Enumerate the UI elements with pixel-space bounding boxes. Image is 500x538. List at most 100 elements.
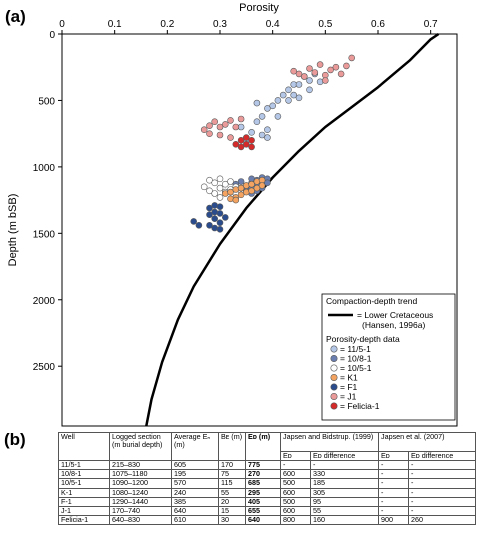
cell-ed: 295 xyxy=(245,487,281,498)
series-0 xyxy=(237,70,324,144)
table-row: 10/5-1 1090–1200 570 115 685 500 185 - - xyxy=(58,478,476,489)
legend-series-label: = K1 xyxy=(340,373,358,383)
data-point xyxy=(243,134,250,141)
data-point xyxy=(216,184,224,192)
data-point xyxy=(264,126,271,133)
data-point xyxy=(211,179,218,187)
data-point xyxy=(285,86,292,94)
data-point xyxy=(211,118,218,125)
cell-be: 115 xyxy=(218,478,246,489)
data-point xyxy=(295,70,303,78)
cell-jb-diff: 160 xyxy=(310,515,379,526)
cell-j07-ed: - xyxy=(378,496,409,507)
data-point xyxy=(316,61,324,68)
data-point xyxy=(211,215,218,222)
cell-section: 1080–1240 xyxy=(109,487,172,498)
panel-a-label: (a) xyxy=(5,7,26,26)
series-4 xyxy=(190,202,229,233)
data-point xyxy=(190,218,197,225)
data-point xyxy=(311,69,319,76)
data-point xyxy=(243,141,250,148)
cell-j07-diff: - xyxy=(408,469,476,480)
data-point xyxy=(332,63,340,71)
table-row: Felicia-1 640–830 610 30 640 800 160 900… xyxy=(58,515,476,526)
data-point xyxy=(237,178,245,185)
header-well: Well xyxy=(58,432,110,461)
y-tick-label: 2500 xyxy=(33,362,56,373)
data-point xyxy=(211,190,218,197)
header-logged-section: Logged section (m burial depth) xyxy=(109,432,172,461)
y-axis-ticks: 0 500 1000 1500 2000 2500 xyxy=(33,30,62,373)
cell-jb-diff: 305 xyxy=(310,487,379,498)
data-point xyxy=(321,77,329,84)
cell-j07-ed: 900 xyxy=(378,515,409,526)
cell-j07-diff: - xyxy=(408,496,476,507)
data-point xyxy=(264,134,271,141)
cell-j07-ed: - xyxy=(378,478,409,489)
data-point xyxy=(206,222,213,229)
cell-be: 30 xyxy=(218,515,246,526)
legend-trend-label: = Lower Cretaceous xyxy=(357,310,433,320)
data-point xyxy=(264,179,271,187)
data-point xyxy=(290,67,298,75)
data-point xyxy=(195,222,203,229)
cell-j07-diff: - xyxy=(408,478,476,489)
data-point xyxy=(258,131,266,139)
data-point xyxy=(248,137,255,144)
data-point xyxy=(279,91,287,99)
data-point xyxy=(200,126,208,133)
data-point xyxy=(237,115,245,123)
cell-jb-ed: 800 xyxy=(280,515,311,526)
legend: Compaction-depth trend = Lower Cretaceou… xyxy=(321,293,456,421)
data-point xyxy=(206,187,213,195)
header-ed: Eᴅ (m) xyxy=(245,432,281,461)
legend-data-title: Porosity-depth data xyxy=(326,334,400,344)
data-point xyxy=(237,184,245,192)
cell-well: K-1 xyxy=(58,487,110,498)
data-point xyxy=(274,97,282,104)
legend-series-list: = 11/5-1= 10/8-1= 10/5-1= K1= F1= J1= Fe… xyxy=(330,344,380,411)
table-row: J-1 170–740 640 15 655 600 55 - - xyxy=(58,505,476,517)
data-point xyxy=(206,130,213,137)
legend-trend-title: Compaction-depth trend xyxy=(326,296,417,306)
data-point xyxy=(227,178,234,185)
series-3 xyxy=(222,176,266,204)
x-axis-title: Porosity xyxy=(239,2,279,14)
x-tick-label: 0.6 xyxy=(371,19,385,30)
legend-marker xyxy=(330,402,338,410)
data-point xyxy=(306,77,313,84)
cell-average-en: 570 xyxy=(171,478,219,489)
subheader-ed-2: Eᴅ xyxy=(378,451,409,461)
data-point xyxy=(222,121,229,128)
data-point xyxy=(295,81,303,88)
data-point xyxy=(248,143,255,151)
data-point xyxy=(206,204,213,212)
data-point xyxy=(216,175,224,183)
cell-j07-ed: - xyxy=(378,459,409,471)
cell-well: Felicia-1 xyxy=(58,515,110,526)
table-panel: (b) Well Logged section (m burial depth)… xyxy=(0,428,500,538)
cell-section: 640–830 xyxy=(109,515,172,526)
table-row: K-1 1080–1240 240 55 295 600 305 - - xyxy=(58,487,476,498)
data-point xyxy=(274,113,282,120)
data-point xyxy=(290,91,298,99)
cell-j07-diff: - xyxy=(408,459,476,471)
header-japsen-2007: Japsen et al. (2007) xyxy=(378,432,476,452)
legend-series-label: = 10/8-1 xyxy=(340,354,372,364)
cell-average-en: 240 xyxy=(171,487,219,498)
cell-j07-diff: - xyxy=(408,505,476,517)
table-row: 11/5-1 215–830 605 170 775 - - - - xyxy=(58,459,476,471)
data-point xyxy=(348,54,356,62)
trend-line xyxy=(145,32,440,427)
data-point xyxy=(206,122,213,129)
data-point xyxy=(206,211,213,218)
data-point xyxy=(253,99,261,107)
legend-series-label: = 11/5-1 xyxy=(340,344,371,354)
data-point xyxy=(237,143,245,151)
header-japsen-bidstrup: Japsen and Bidstrup. (1999) xyxy=(280,432,379,452)
cell-be: 55 xyxy=(218,487,246,498)
data-point xyxy=(253,184,261,192)
data-point xyxy=(216,131,224,139)
data-point xyxy=(269,102,277,110)
legend-marker xyxy=(330,383,338,391)
